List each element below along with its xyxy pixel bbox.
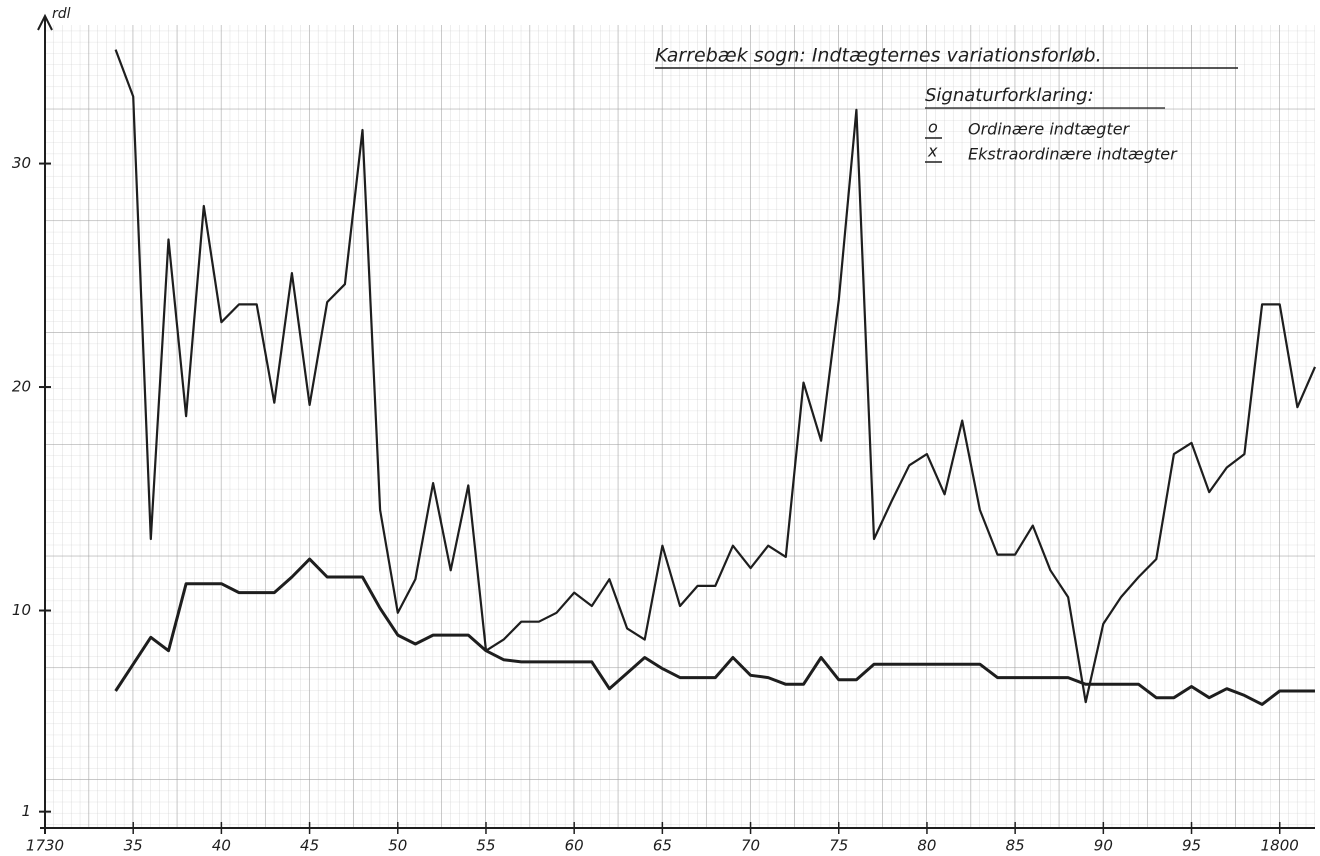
legend-title: Signaturforklaring: <box>925 85 1094 106</box>
x-tick-label: 75 <box>829 837 848 855</box>
chart-title: Karrebæk sogn: Indtægternes variationsfo… <box>655 45 1102 67</box>
x-tick-label: 95 <box>1182 837 1201 855</box>
x-tick-label: 50 <box>388 837 407 855</box>
y-tick-label: 20 <box>12 378 31 396</box>
legend-label: Ekstraordinære indtægter <box>968 145 1178 164</box>
x-tick-label: 65 <box>653 837 672 855</box>
x-tick-label: 45 <box>300 837 319 855</box>
series-line <box>114 557 1315 706</box>
y-tick-label: 30 <box>12 154 31 172</box>
x-tick-label: 70 <box>741 837 760 855</box>
y-tick-label: 10 <box>12 601 31 619</box>
legend: Signaturforklaring: o Ordinære indtægter… <box>925 85 1178 164</box>
series-line <box>114 49 1317 704</box>
legend-label: Ordinære indtægter <box>968 120 1131 139</box>
legend-marker: o <box>928 118 938 137</box>
x-tick-label: 80 <box>917 837 936 855</box>
y-tick-label: 1 <box>21 802 31 820</box>
x-tick-label: 55 <box>476 837 495 855</box>
x-tick-label: 60 <box>565 837 584 855</box>
x-tick-label: 40 <box>212 837 231 855</box>
legend-marker: x <box>927 142 938 161</box>
graph-paper <box>45 25 1315 828</box>
axis-arrow <box>37 13 53 31</box>
x-tick-label: 35 <box>124 837 143 855</box>
x-tick-label: 1730 <box>26 837 64 855</box>
x-tick-label: 90 <box>1094 837 1113 855</box>
y-axis-label: rdl <box>52 6 71 22</box>
x-tick-label: 85 <box>1006 837 1025 855</box>
x-tick-label: 1800 <box>1261 837 1299 855</box>
